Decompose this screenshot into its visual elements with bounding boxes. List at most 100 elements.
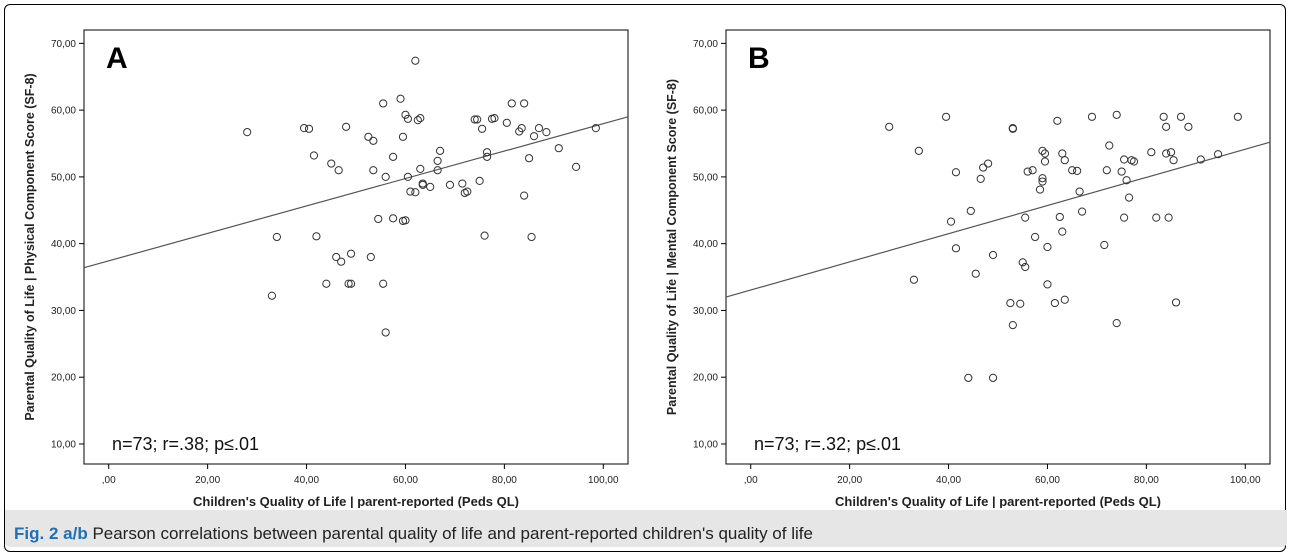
regression-line <box>83 116 629 269</box>
data-point <box>534 124 544 133</box>
y-tick-label: 70,00 <box>51 39 76 50</box>
figure-panels: a/b <box>63 524 88 543</box>
data-point <box>396 94 405 103</box>
data-point <box>1105 141 1114 150</box>
data-point <box>1112 110 1121 119</box>
data-point <box>433 156 442 165</box>
data-point <box>1021 213 1030 222</box>
data-point <box>1124 193 1134 202</box>
plot-area <box>725 29 1271 465</box>
x-tick-label: 100,00 <box>588 475 619 486</box>
data-point <box>1035 185 1045 194</box>
data-point <box>416 114 425 123</box>
data-point <box>403 114 413 123</box>
data-point <box>1016 299 1025 308</box>
figure-caption: Fig. 2 a/b Pearson correlations between … <box>14 524 813 544</box>
data-point <box>433 166 442 175</box>
data-point <box>1038 177 1047 186</box>
data-point <box>369 136 378 145</box>
data-point <box>379 279 388 288</box>
data-point <box>914 146 923 155</box>
scatter-chart-a: 10,00 20,00 30,00 40,00 50,00 60,00 70,00 ,00 20… <box>23 29 629 508</box>
data-point <box>1008 124 1017 133</box>
data-point <box>1166 148 1176 157</box>
data-point <box>1060 295 1069 304</box>
data-point <box>332 252 341 262</box>
data-point <box>951 168 961 177</box>
x-tick-label: 100,00 <box>1230 475 1261 486</box>
data-point <box>520 191 529 200</box>
x-tick-label: 40,00 <box>294 475 319 486</box>
data-point <box>475 176 484 185</box>
data-point <box>381 172 390 181</box>
data-point <box>473 115 482 124</box>
data-point <box>364 132 373 141</box>
data-point <box>1162 149 1171 158</box>
data-point <box>542 128 551 137</box>
data-point <box>309 151 319 160</box>
data-point <box>554 144 563 153</box>
data-point <box>571 162 581 171</box>
data-point <box>1053 116 1062 125</box>
data-point <box>527 232 536 242</box>
data-point <box>979 163 988 172</box>
data-point <box>1006 298 1015 308</box>
data-point <box>406 187 415 196</box>
x-tick-label: 80,00 <box>492 475 517 486</box>
panel-label: A <box>106 42 128 75</box>
data-point <box>379 99 388 108</box>
data-point <box>243 128 252 137</box>
data-point <box>1164 213 1173 222</box>
data-point <box>388 214 398 223</box>
data-point <box>1077 207 1087 216</box>
data-point <box>463 187 472 196</box>
plot-area <box>83 29 629 465</box>
data-point <box>1060 156 1069 165</box>
data-point <box>299 124 309 133</box>
y-tick-label: 50,00 <box>51 172 76 183</box>
x-tick-label: 20,00 <box>837 475 862 486</box>
data-point <box>342 122 351 131</box>
data-point <box>502 118 511 127</box>
data-point <box>1117 167 1126 176</box>
data-point <box>976 174 985 183</box>
data-point <box>941 112 951 121</box>
stats-annotation: n=73; r=.32; p≤.01 <box>754 434 901 454</box>
figure-label: Fig. 2 <box>14 524 59 543</box>
x-tick-label: 40,00 <box>936 475 961 486</box>
y-tick-label: 30,00 <box>693 306 718 317</box>
data-point <box>1120 213 1129 222</box>
data-point <box>1112 319 1121 328</box>
data-point <box>1043 242 1052 252</box>
x-axis-title: Children's Quality of Life | parent-repo… <box>193 494 519 508</box>
x-tick-label: ,00 <box>102 475 116 486</box>
data-point <box>416 164 425 173</box>
data-point <box>1087 112 1097 121</box>
data-point <box>1129 157 1139 166</box>
data-point <box>964 373 973 382</box>
data-point <box>426 182 435 192</box>
x-axis-title: Children's Quality of Life | parent-repo… <box>835 494 1161 508</box>
data-point <box>401 216 410 225</box>
y-tick-label: 60,00 <box>693 106 718 117</box>
data-point <box>1147 148 1156 157</box>
x-tick-label: 60,00 <box>1035 475 1060 486</box>
data-point <box>885 122 894 131</box>
regression-line <box>725 141 1271 298</box>
data-point <box>337 257 346 266</box>
data-point <box>304 124 314 133</box>
data-point <box>1073 166 1082 175</box>
data-point <box>591 124 600 133</box>
data-point <box>1058 227 1067 236</box>
y-tick-label: 10,00 <box>51 439 76 450</box>
data-point <box>381 328 390 337</box>
data-point <box>1184 122 1193 131</box>
data-point <box>1171 298 1181 307</box>
data-point <box>1162 122 1171 131</box>
y-tick-label: 10,00 <box>693 439 718 450</box>
caption-text: Pearson correlations between parental qu… <box>92 524 813 543</box>
data-point <box>1008 321 1017 330</box>
data-point <box>1196 155 1205 164</box>
data-point <box>1075 187 1084 196</box>
data-point <box>529 132 539 141</box>
